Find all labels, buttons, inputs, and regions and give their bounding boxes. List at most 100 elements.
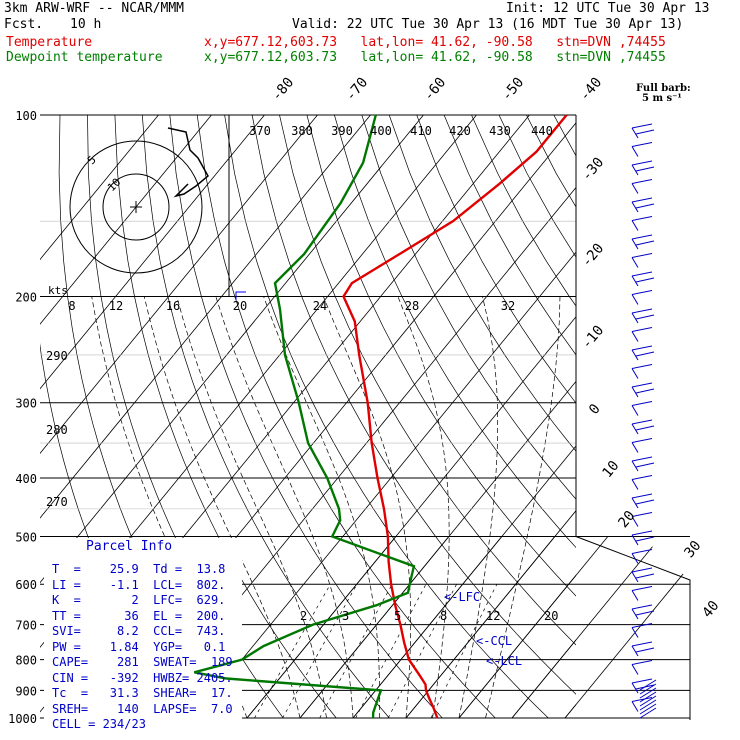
wind-barb-flag — [631, 604, 653, 610]
wind-barb-flag — [631, 234, 653, 240]
plot-border — [575, 536, 691, 720]
wind-barb-flag — [635, 203, 655, 209]
wind-barb — [631, 553, 639, 564]
wind-barb — [631, 386, 639, 398]
wind-barb — [631, 349, 639, 361]
moist-adiabat-line — [397, 296, 450, 719]
temperature-tick-label: -50 — [499, 75, 528, 105]
pressure-tick-label: 200 — [15, 291, 37, 305]
isotherm-line — [193, 251, 576, 719]
isotherm-line — [246, 536, 397, 719]
dry-adiabat-line — [388, 115, 576, 452]
wind-barb-flag — [631, 216, 653, 221]
isotherm-line — [405, 536, 556, 719]
isotherm-line — [511, 639, 576, 719]
isotherm-line — [299, 380, 576, 719]
wind-barb — [631, 331, 639, 342]
wind-barb-flag — [631, 475, 653, 480]
pressure-tick-label: 300 — [15, 397, 37, 411]
isotherm-line — [458, 536, 609, 719]
wind-barb — [631, 127, 639, 139]
moist-adiabat-line — [458, 296, 499, 719]
mixing-ratio-label: 8 — [440, 609, 447, 623]
theta-e-label: 270 — [46, 495, 68, 509]
temperature-tick-label: -40 — [577, 75, 606, 105]
wind-barb — [631, 164, 639, 176]
wind-barb — [631, 146, 639, 157]
wind-barb — [631, 183, 639, 194]
temperature-tick-label: 40 — [699, 598, 722, 621]
temperature-tick-label: 20 — [615, 508, 638, 531]
wind-barb — [639, 703, 657, 715]
mixing-scale-label: 28 — [405, 299, 419, 313]
wind-barb-flag — [631, 660, 653, 665]
wind-barb-flag — [635, 425, 655, 431]
temperature-trace — [342, 114, 568, 719]
wind-barb-flag — [635, 277, 655, 283]
wind-barb-flag — [631, 678, 653, 684]
wind-barb — [631, 534, 639, 546]
wind-barb-flag — [635, 166, 655, 172]
pressure-tick-label: 1000 — [8, 712, 37, 726]
mixing-ratio-label: 20 — [544, 609, 558, 623]
ccl-label: <-CCL — [476, 634, 513, 648]
moist-adiabat-line — [323, 296, 412, 719]
parcel-info-row: CIN = -392 HWBZ= 2405. — [52, 670, 233, 685]
wind-barb-flag — [631, 123, 653, 129]
wind-barb — [631, 220, 639, 231]
mixing-ratio-line — [430, 584, 498, 719]
mixing-scale-label: 8 — [68, 299, 75, 313]
wind-barb — [631, 423, 639, 435]
temperature-tick-label: -70 — [343, 75, 372, 105]
wind-barb-flag — [631, 364, 653, 369]
parcel-info-row: K = 2 LFC= 629. — [52, 593, 226, 607]
wind-barb — [631, 608, 639, 620]
wind-barb-flag — [635, 351, 655, 357]
hodograph-marker — [235, 291, 246, 300]
wind-barb — [631, 312, 639, 324]
pressure-tick-label: 700 — [15, 619, 37, 633]
theta-label: 440 — [531, 124, 553, 138]
parcel-info-box — [44, 538, 242, 720]
temperature-tick-label: -60 — [421, 75, 450, 105]
isotherm-line — [40, 115, 371, 519]
sounding-traces — [44, 114, 568, 720]
isotherm-line — [511, 536, 662, 719]
wind-barb — [631, 627, 639, 638]
wind-barb-flag — [631, 438, 653, 443]
hodograph-units-label: kts — [48, 284, 68, 297]
dewpoint-location: x,y=677.12,603.73 lat,lon= 41.62, -90.58… — [204, 50, 666, 65]
wind-barb-flag — [631, 327, 653, 332]
dry-adiabat-line — [581, 115, 740, 718]
isotherm-line — [458, 574, 576, 719]
parcel-info-row: LI = -1.1 LCL= 802. — [52, 577, 226, 592]
hodograph-trace — [167, 127, 209, 198]
parcel-info-title: Parcel Info — [86, 539, 173, 554]
wind-barb-flag — [631, 493, 653, 499]
wind-barb — [639, 695, 657, 707]
isotherm-line — [564, 703, 576, 719]
wind-barb — [639, 687, 657, 699]
pressure-tick-label: 500 — [15, 530, 37, 544]
wind-barb — [631, 275, 639, 287]
theta-label: 390 — [331, 124, 353, 138]
wind-barb-flag — [631, 530, 653, 536]
wind-barb — [639, 691, 657, 703]
mixing-scale-label: 20 — [233, 299, 247, 313]
wind-barb — [639, 707, 657, 719]
dewpoint-legend: Dewpoint temperature — [6, 50, 163, 65]
wind-barb-flag — [631, 623, 653, 628]
wind-barb — [631, 238, 639, 250]
wind-barb-flag — [635, 462, 655, 468]
temperature-tick-label: -10 — [579, 323, 608, 353]
wind-barb-flag — [635, 573, 655, 579]
theta-e-label: 290 — [46, 349, 68, 363]
dry-adiabat-line — [361, 115, 576, 500]
dry-adiabat-line — [636, 115, 740, 718]
mixing-ratio-line — [319, 584, 393, 719]
isotherm-line — [40, 115, 318, 454]
parcel-info-row: CELL = 234/23 — [52, 717, 146, 731]
lcl-label: <-LCL — [486, 654, 523, 668]
wind-barb-flag — [631, 512, 653, 517]
pressure-tick-label: 900 — [15, 684, 37, 698]
